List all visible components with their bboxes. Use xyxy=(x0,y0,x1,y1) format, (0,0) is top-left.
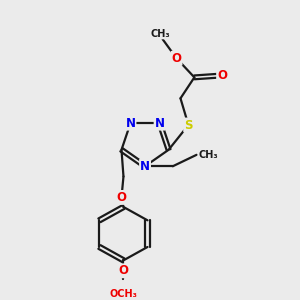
Text: CH₃: CH₃ xyxy=(151,28,170,38)
Text: O: O xyxy=(172,52,182,65)
Text: O: O xyxy=(116,191,127,204)
Text: S: S xyxy=(184,118,193,131)
Text: N: N xyxy=(154,117,165,130)
Text: O: O xyxy=(217,69,227,82)
Text: N: N xyxy=(140,160,150,173)
Text: OCH₃: OCH₃ xyxy=(110,289,137,299)
Text: N: N xyxy=(125,117,136,130)
Text: O: O xyxy=(118,264,128,277)
Text: CH₃: CH₃ xyxy=(199,150,218,160)
